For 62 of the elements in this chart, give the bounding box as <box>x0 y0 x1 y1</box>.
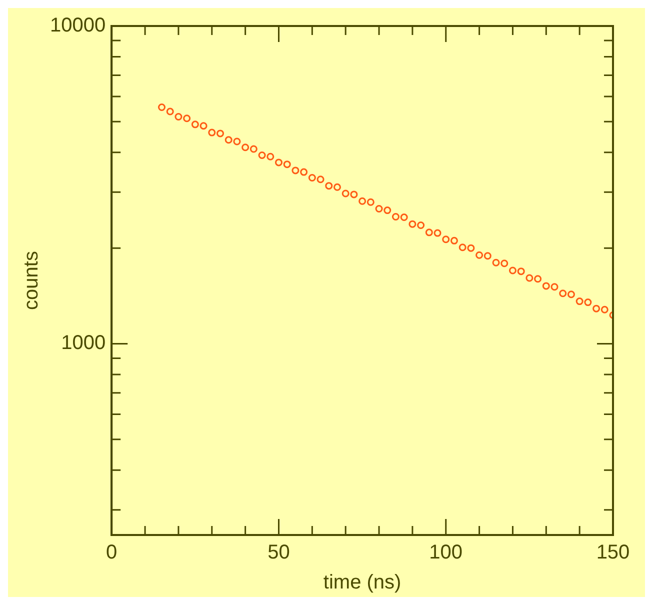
x-tick-label: 100 <box>429 542 463 564</box>
point <box>442 236 450 244</box>
point <box>350 190 358 198</box>
point <box>476 251 484 259</box>
point <box>316 176 324 184</box>
point <box>183 114 191 122</box>
x-tick-label: 0 <box>106 542 118 564</box>
y-tick-label: 1000 <box>61 332 106 354</box>
point <box>208 128 216 136</box>
point <box>333 183 341 191</box>
point <box>283 160 291 168</box>
point <box>274 158 282 166</box>
point <box>166 108 174 116</box>
point <box>358 197 366 205</box>
point <box>467 244 475 252</box>
point <box>158 103 166 111</box>
x-tick-label: 50 <box>268 542 290 564</box>
point <box>392 212 400 220</box>
point <box>417 221 425 229</box>
point <box>250 145 258 153</box>
point <box>434 229 442 237</box>
point <box>458 244 466 252</box>
point <box>342 190 350 198</box>
point <box>191 120 199 128</box>
point <box>450 236 458 244</box>
point <box>216 130 224 138</box>
point <box>408 220 416 228</box>
point <box>550 283 558 291</box>
point <box>567 290 575 298</box>
point <box>174 113 182 121</box>
point <box>300 168 308 176</box>
y-tick-label: 10000 <box>50 14 106 37</box>
y-axis-title: counts <box>20 251 43 310</box>
point <box>576 298 584 306</box>
point <box>500 260 508 268</box>
point <box>526 274 534 282</box>
point <box>517 268 525 276</box>
point <box>492 258 500 266</box>
point <box>258 151 266 159</box>
point <box>366 198 374 206</box>
x-tick-label: 150 <box>596 542 630 564</box>
point <box>384 206 392 214</box>
point <box>308 174 316 182</box>
point <box>400 214 408 222</box>
point <box>559 290 567 298</box>
point <box>534 275 542 283</box>
point <box>425 228 433 236</box>
point <box>224 136 232 144</box>
point <box>233 138 241 146</box>
point <box>600 306 608 314</box>
point <box>484 252 492 260</box>
point <box>375 204 383 212</box>
x-axis-title: time (ns) <box>323 572 402 594</box>
point <box>242 144 250 152</box>
point <box>542 282 550 290</box>
point <box>200 122 208 130</box>
point <box>325 182 333 190</box>
point <box>508 266 516 274</box>
point <box>266 152 274 160</box>
point <box>584 298 592 306</box>
point <box>592 304 600 312</box>
point <box>292 166 300 174</box>
